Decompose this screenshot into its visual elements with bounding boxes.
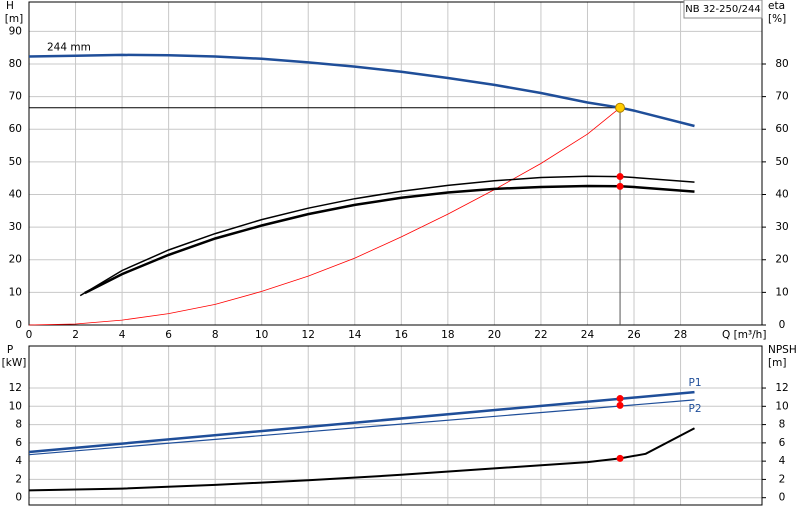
point-marker	[616, 395, 624, 403]
point-marker	[616, 182, 624, 190]
y2-tick-label: 80	[775, 58, 788, 70]
x-tick-label: 24	[581, 329, 595, 341]
y2-tick-label: 40	[775, 188, 788, 200]
y2-axis-label: NPSH	[768, 344, 797, 356]
x-tick-label: 14	[348, 329, 362, 341]
series-line	[84, 184, 695, 295]
y-tick-label: 6	[15, 437, 22, 449]
y2-tick-label: 2	[779, 473, 786, 485]
series-line	[79, 175, 695, 297]
y-axis-label: H	[6, 0, 14, 12]
x-tick-label: 0	[26, 329, 33, 341]
x-tick-label: 12	[302, 329, 315, 341]
y-tick-label: 0	[15, 492, 22, 504]
y2-tick-label: 70	[775, 91, 788, 103]
plot-frame	[28, 345, 763, 506]
y2-axis-unit: [%]	[768, 13, 786, 25]
series-line	[28, 399, 695, 456]
title-box	[683, 0, 763, 19]
y-axis-unit: [kW]	[2, 357, 27, 369]
y-tick-label: 50	[9, 156, 22, 168]
y2-tick-label: 4	[779, 455, 786, 467]
y-tick-label: 4	[15, 455, 22, 467]
y2-tick-label: 6	[779, 437, 786, 449]
y-tick-label: 80	[9, 58, 22, 70]
y2-tick-label: 60	[775, 123, 788, 135]
series-label: 244 mm	[47, 41, 91, 53]
y-tick-label: 10	[9, 400, 22, 412]
y2-tick-label: 10	[775, 400, 788, 412]
point-marker	[616, 454, 624, 462]
x-tick-label: 8	[212, 329, 219, 341]
x-tick-label: 4	[119, 329, 126, 341]
y2-tick-label: 30	[775, 221, 788, 233]
x-axis-label: Q [m³/h]	[722, 329, 766, 341]
y2-tick-label: 50	[775, 156, 788, 168]
y2-tick-label: 0	[779, 492, 786, 504]
series-line	[28, 390, 695, 454]
series-line	[28, 53, 695, 128]
y-tick-label: 20	[9, 254, 22, 266]
x-tick-label: 22	[534, 329, 547, 341]
plot-frame	[28, 1, 763, 326]
y2-tick-label: 12	[775, 382, 788, 394]
y-tick-label: 2	[15, 473, 22, 485]
y-axis-label: P	[7, 344, 13, 356]
series-line	[28, 427, 695, 492]
x-tick-label: 2	[72, 329, 79, 341]
y2-tick-label: 10	[775, 286, 788, 298]
x-tick-label: 18	[441, 329, 454, 341]
y-tick-label: 60	[9, 123, 22, 135]
y-tick-label: 0	[15, 319, 22, 331]
y2-tick-label: 0	[779, 319, 786, 331]
series-label: P1	[689, 377, 702, 389]
y-tick-label: 8	[15, 419, 22, 431]
x-tick-label: 16	[395, 329, 409, 341]
y2-tick-label: 8	[779, 419, 786, 431]
y-tick-label: 90	[9, 25, 22, 37]
y-tick-label: 40	[9, 188, 22, 200]
x-tick-label: 26	[627, 329, 641, 341]
y2-tick-label: 20	[775, 254, 788, 266]
x-tick-label: 10	[255, 329, 268, 341]
y-axis-unit: [m]	[5, 13, 23, 25]
y-tick-label: 30	[9, 221, 22, 233]
series-line	[28, 107, 621, 326]
chart-title: NB 32-250/244	[685, 4, 760, 15]
point-marker	[616, 401, 624, 409]
y2-axis-unit: [m]	[768, 357, 786, 369]
x-tick-label: 28	[674, 329, 687, 341]
x-tick-label: 6	[165, 329, 172, 341]
y-tick-label: 10	[9, 286, 22, 298]
point-marker	[616, 173, 624, 181]
y2-axis-label: eta	[768, 0, 785, 12]
y-tick-label: 70	[9, 91, 22, 103]
x-tick-label: 20	[488, 329, 501, 341]
y-tick-label: 12	[9, 382, 22, 394]
series-label: P2	[689, 403, 702, 415]
duty-point	[615, 102, 626, 113]
